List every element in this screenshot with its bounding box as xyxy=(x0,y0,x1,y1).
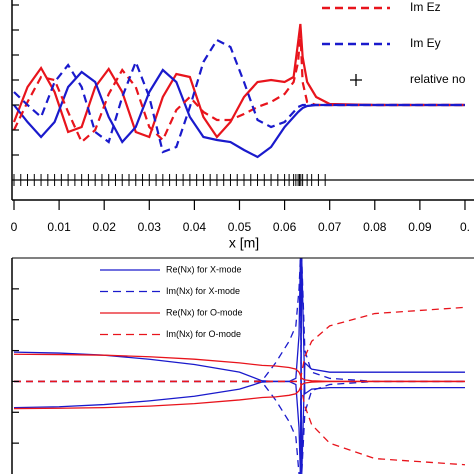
x-tick-label: 0.01 xyxy=(47,220,71,234)
series-line xyxy=(13,380,465,410)
x-tick-label: 0.03 xyxy=(138,220,162,234)
x-tick-label: 0.07 xyxy=(318,220,342,234)
legend-label: Re(Nx) for O-mode xyxy=(166,307,243,317)
series-line xyxy=(13,258,465,474)
series-line xyxy=(13,38,465,154)
x-tick-label: 0.05 xyxy=(228,220,252,234)
x-tick-label: 0. xyxy=(460,220,470,234)
series-line xyxy=(13,353,465,383)
x-tick-label: 0.06 xyxy=(273,220,297,234)
legend-label: Im Ez xyxy=(410,0,441,14)
plot-area xyxy=(13,258,466,474)
legend-label: Im Ey xyxy=(410,36,441,50)
legend-label: Re(Nx) for X-mode xyxy=(166,264,242,274)
series-line xyxy=(13,31,465,144)
legend-label: Im(Nx) for O-mode xyxy=(166,329,241,339)
plot-area xyxy=(12,23,474,186)
legend-node-cross xyxy=(350,74,362,86)
x-tick-label: 0.08 xyxy=(363,220,387,234)
series-line xyxy=(13,258,465,474)
legend-label: relative no xyxy=(410,72,466,86)
series-line xyxy=(14,306,466,383)
x-tick-label: 0.04 xyxy=(183,220,207,234)
x-tick-label: 0 xyxy=(11,220,18,234)
x-tick-label: 0.09 xyxy=(408,220,432,234)
legend-label: Im(Nx) for X-mode xyxy=(166,286,240,296)
series-line xyxy=(13,68,465,159)
x-tick-label: 0.02 xyxy=(93,220,117,234)
series-line xyxy=(14,380,466,466)
series-line xyxy=(12,23,465,139)
x-axis-label: x [m] xyxy=(229,235,259,251)
